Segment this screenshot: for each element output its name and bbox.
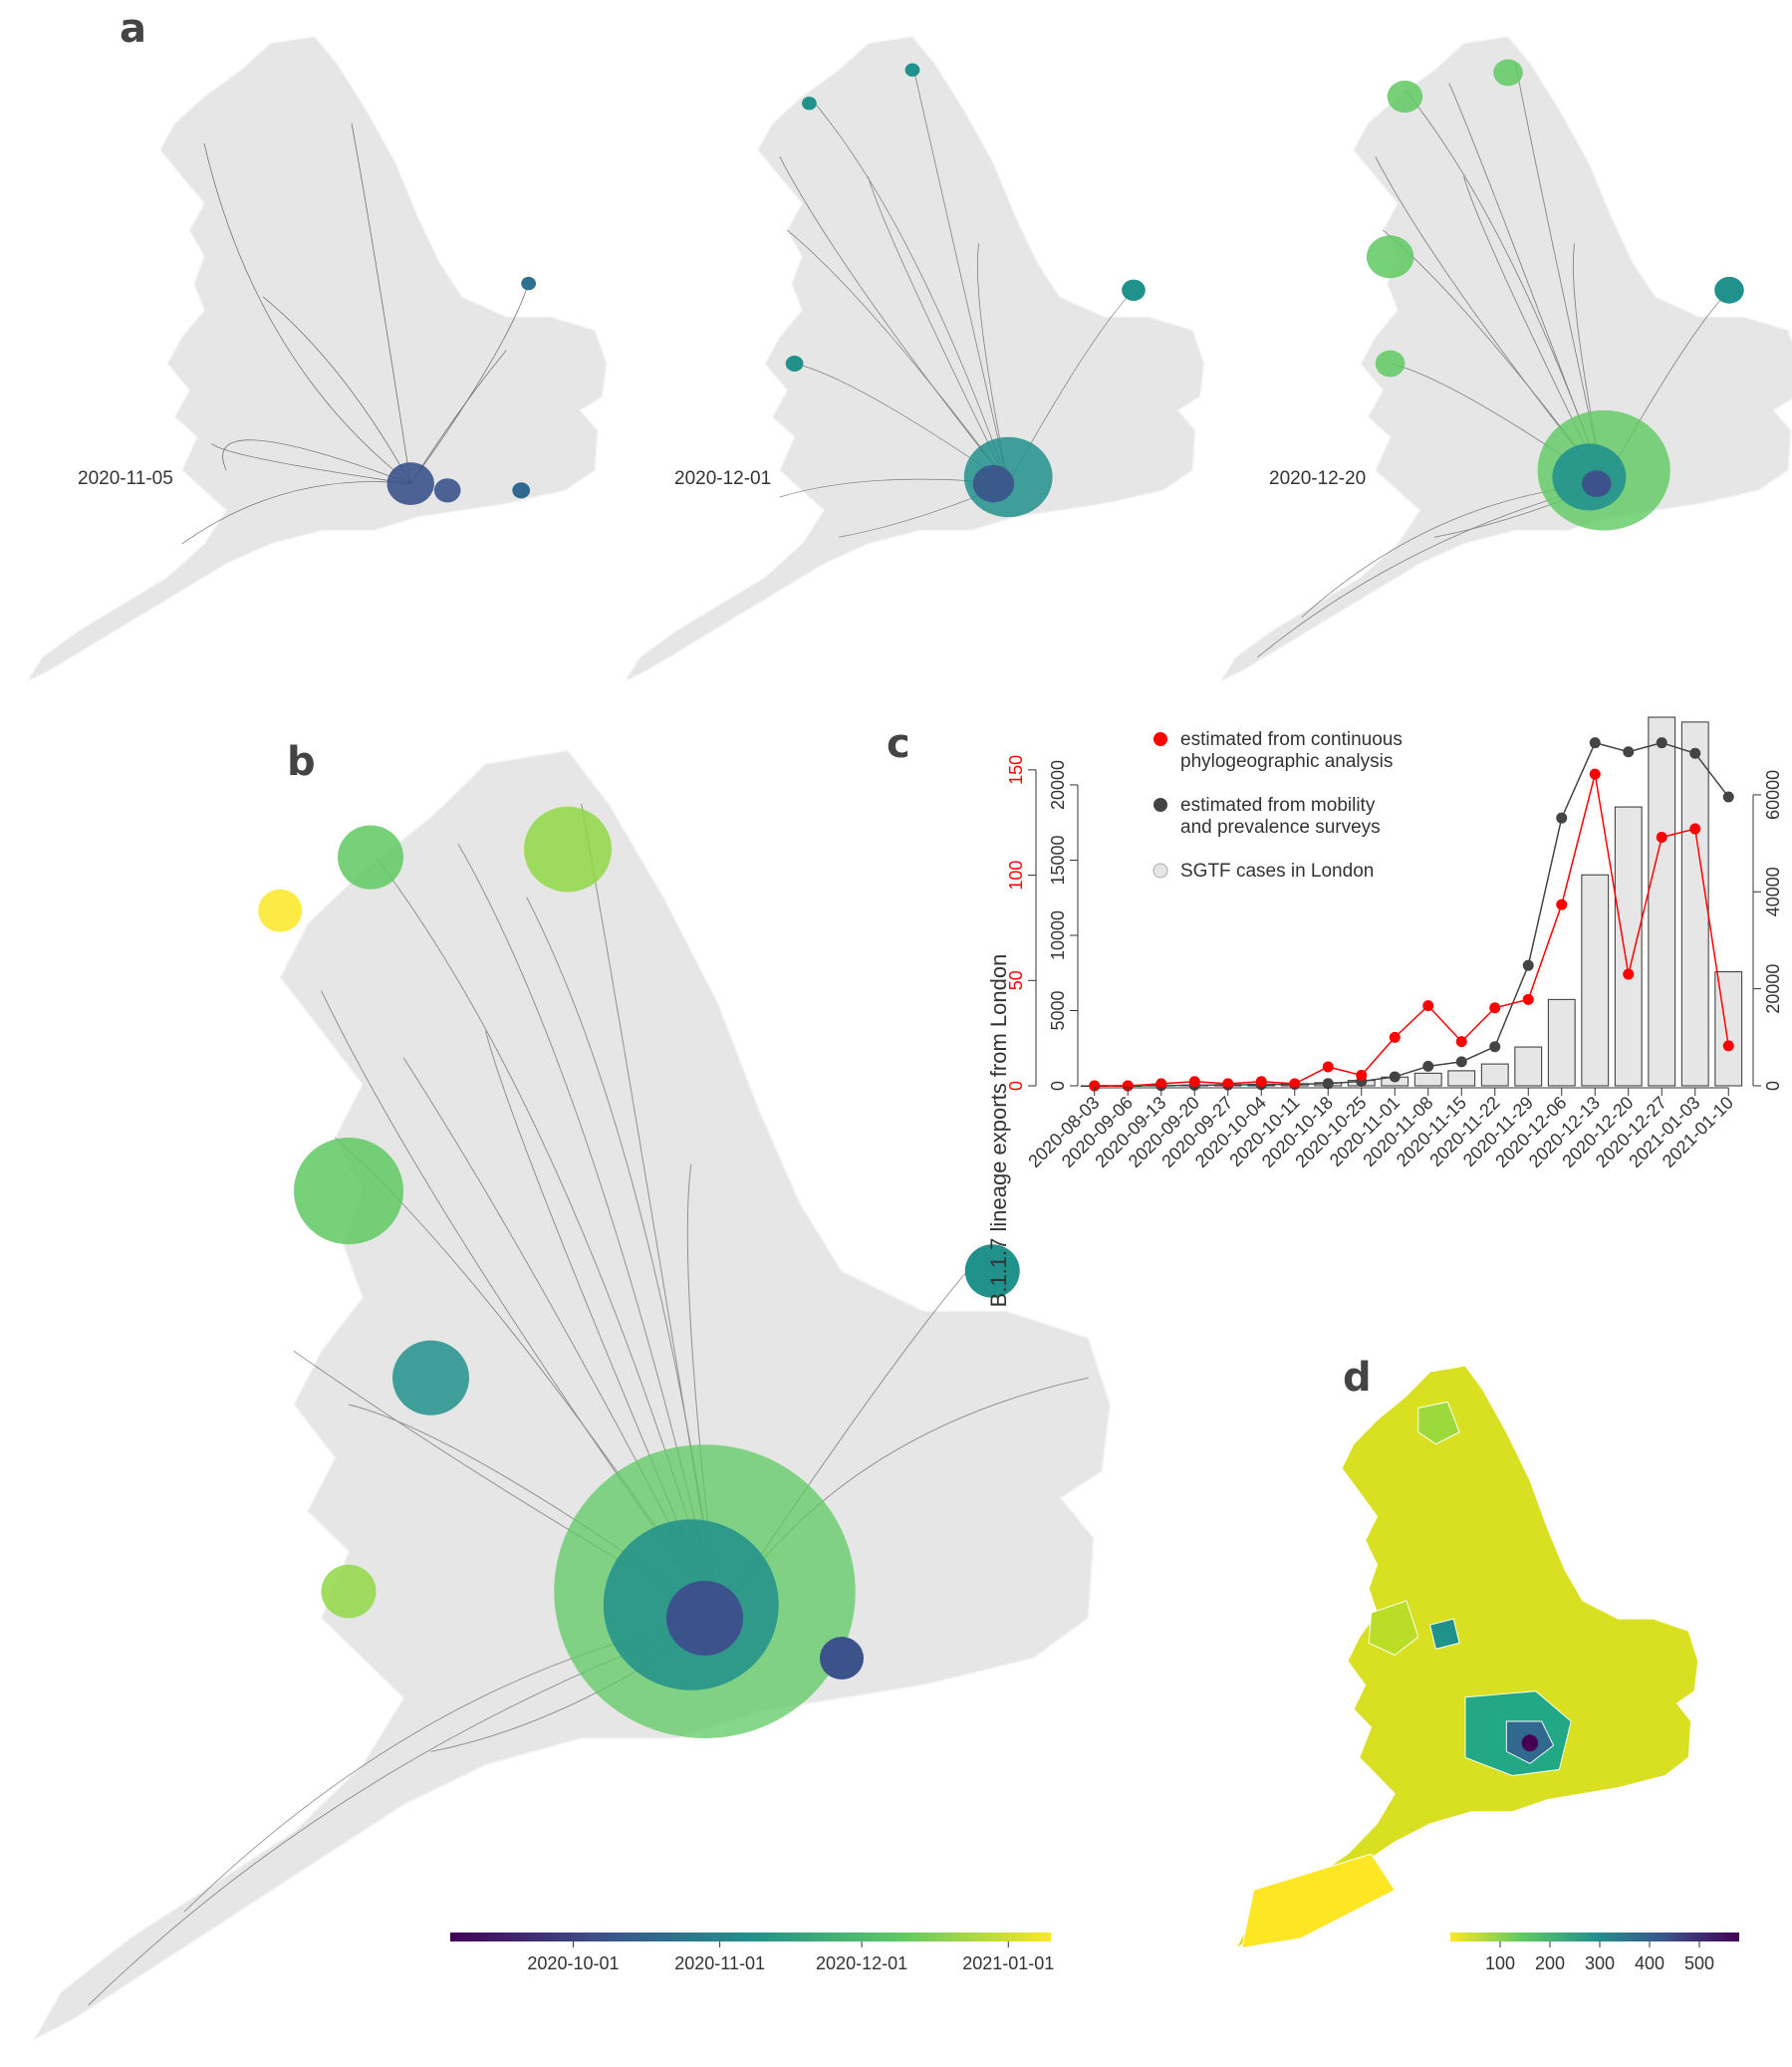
phylogeographic-series-point bbox=[1155, 1078, 1167, 1090]
panel-letter-d: d bbox=[1343, 1355, 1372, 1401]
left-black-tick-label: 15000 bbox=[1048, 835, 1068, 885]
map-a3-date: 2020-12-20 bbox=[1269, 468, 1367, 489]
legend-symbol bbox=[1153, 798, 1167, 812]
legend-label: and prevalence surveys bbox=[1180, 817, 1381, 838]
chart-c-bars bbox=[1080, 716, 1743, 1087]
colorbar-d-tick-label: 400 bbox=[1635, 1953, 1664, 1973]
legend-label: estimated from continuous bbox=[1180, 729, 1403, 750]
phylogeographic-series-point bbox=[1522, 993, 1534, 1005]
map-a3 bbox=[1219, 35, 1792, 682]
colorbar-d: 100 200 300 400 500 bbox=[1450, 1933, 1739, 1973]
left-red-tick-label: 0 bbox=[1006, 1081, 1026, 1091]
phylogeographic-series-point bbox=[1623, 968, 1635, 980]
panel-letter-c: c bbox=[887, 721, 910, 767]
legend-symbol bbox=[1153, 732, 1167, 746]
colorbar-b: 2020-10-01 2020-11-01 2020-12-01 2021-01-01 bbox=[450, 1933, 1054, 1973]
phylogeographic-series-point bbox=[1689, 823, 1701, 835]
mobility-series-line bbox=[1094, 741, 1729, 1087]
phylogeographic-series-point bbox=[1222, 1078, 1234, 1090]
colorbar-d-tick-label: 500 bbox=[1684, 1953, 1714, 1973]
left-red-tick-label: 50 bbox=[1006, 970, 1026, 990]
legend-symbol bbox=[1152, 863, 1168, 879]
left-red-tick-label: 150 bbox=[1006, 755, 1026, 785]
sgtf-bar bbox=[1680, 721, 1709, 1087]
chart-c: 0 50 100 150 0 5000 10000 15000 20000 0 20000 40000… bbox=[986, 716, 1783, 1308]
phylogeographic-series-point bbox=[1556, 899, 1568, 910]
sgtf-bar bbox=[1447, 1070, 1476, 1087]
phylogeographic-series-point bbox=[1656, 832, 1667, 844]
phylogeographic-series-point bbox=[1422, 1000, 1434, 1012]
mobility-series-point bbox=[1422, 1060, 1434, 1072]
mobility-series-point bbox=[1389, 1071, 1401, 1083]
colorbar-d-tick-label: 300 bbox=[1585, 1953, 1615, 1973]
chart-c-legend: estimated from continuousphylogeographic… bbox=[1152, 729, 1403, 882]
mobility-series-point bbox=[1322, 1078, 1334, 1090]
mobility-series-point bbox=[1656, 737, 1667, 749]
mobility-series-point bbox=[1722, 791, 1734, 803]
left-red-tick-label: 100 bbox=[1006, 861, 1026, 891]
phylogeographic-series-point bbox=[1455, 1036, 1467, 1048]
phylogeographic-series-point bbox=[1089, 1080, 1101, 1092]
mobility-series-point bbox=[1689, 747, 1701, 759]
chart-c-y-axis-label: B.1.1.7 lineage exports from London bbox=[986, 954, 1011, 1308]
sgtf-bar bbox=[1614, 806, 1643, 1087]
map-a1 bbox=[26, 35, 608, 682]
legend-label: SGTF cases in London bbox=[1180, 861, 1374, 882]
left-black-tick-label: 10000 bbox=[1048, 910, 1068, 960]
phylogeographic-series-point bbox=[1188, 1076, 1200, 1088]
phylogeographic-series-point bbox=[1322, 1061, 1334, 1073]
right-tick-label: 20000 bbox=[1763, 964, 1783, 1014]
panel-letter-b: b bbox=[287, 739, 316, 785]
colorbar-b-tick-label: 2020-10-01 bbox=[527, 1953, 619, 1973]
phylogeographic-series-point bbox=[1489, 1002, 1501, 1014]
map-d bbox=[1235, 1365, 1699, 1949]
sgtf-bar bbox=[1514, 1046, 1543, 1087]
chart-c-x-tick-labels: 2020-08-032020-09-062020-09-132020-09-20… bbox=[1024, 1093, 1737, 1171]
phylogeographic-series-line bbox=[1094, 773, 1729, 1087]
map-a2 bbox=[624, 35, 1205, 682]
left-black-tick-label: 5000 bbox=[1048, 990, 1068, 1030]
colorbar-b-tick-label: 2020-12-01 bbox=[816, 1953, 907, 1973]
legend-label: estimated from mobility bbox=[1180, 795, 1376, 816]
left-black-tick-label: 20000 bbox=[1048, 760, 1068, 810]
phylogeographic-series-point bbox=[1122, 1080, 1134, 1092]
mobility-series-point bbox=[1455, 1056, 1467, 1068]
panel-letter-a: a bbox=[120, 6, 146, 52]
chart-c-lines bbox=[1089, 737, 1734, 1092]
map-a1-date: 2020-11-05 bbox=[78, 468, 173, 489]
phylogeographic-series-point bbox=[1255, 1076, 1267, 1088]
sgtf-bar bbox=[1413, 1072, 1442, 1087]
colorbar-d-tick-label: 100 bbox=[1485, 1953, 1515, 1973]
right-tick-label: 0 bbox=[1763, 1081, 1783, 1091]
left-black-tick-label: 0 bbox=[1048, 1081, 1068, 1091]
chart-c-axes: 0 50 100 150 0 5000 10000 15000 20000 0 20000 40000… bbox=[1006, 755, 1783, 1096]
mobility-series-point bbox=[1589, 737, 1601, 749]
mobility-series-point bbox=[1522, 959, 1534, 971]
mobility-series-point bbox=[1489, 1041, 1501, 1053]
mobility-series-point bbox=[1623, 746, 1635, 758]
colorbar-b-tick-label: 2020-11-01 bbox=[674, 1953, 765, 1973]
phylogeographic-series-point bbox=[1356, 1069, 1368, 1081]
map-a2-date: 2020-12-01 bbox=[674, 468, 772, 489]
phylogeographic-series-point bbox=[1389, 1031, 1401, 1043]
phylogeographic-series-point bbox=[1589, 768, 1601, 780]
sgtf-bar bbox=[1547, 998, 1576, 1087]
map-b bbox=[32, 749, 1112, 2042]
right-tick-label: 40000 bbox=[1763, 867, 1783, 916]
right-tick-label: 60000 bbox=[1763, 770, 1783, 820]
colorbar-b-tick-label: 2021-01-01 bbox=[962, 1953, 1054, 1973]
sgtf-bar bbox=[1648, 716, 1676, 1087]
phylogeographic-series-point bbox=[1289, 1078, 1301, 1090]
mobility-series-point bbox=[1556, 812, 1568, 824]
legend-label: phylogeographic analysis bbox=[1180, 751, 1393, 772]
colorbar-d-tick-label: 200 bbox=[1535, 1953, 1565, 1973]
sgtf-bar bbox=[1581, 874, 1610, 1087]
sgtf-bar bbox=[1480, 1063, 1509, 1087]
phylogeographic-series-point bbox=[1722, 1040, 1734, 1052]
